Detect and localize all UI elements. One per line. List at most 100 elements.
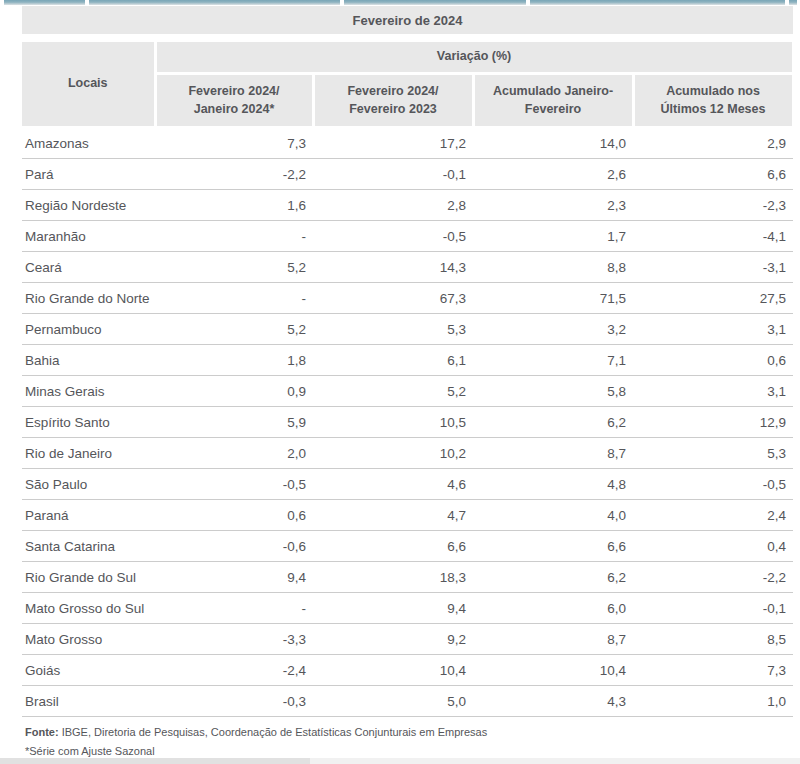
top-accent-segment [89, 0, 340, 5]
table-row: Brasil -0,3 5,0 4,3 1,0 [22, 686, 793, 717]
table-row: Amazonas 7,3 17,2 14,0 2,9 [22, 128, 793, 159]
value-cell: 2,0 [155, 438, 313, 469]
table-row: Mato Grosso -3,3 9,2 8,7 8,5 [22, 624, 793, 655]
value-cell: -0,3 [155, 686, 313, 717]
value-cell: -3,3 [155, 624, 313, 655]
value-cell: 9,4 [155, 562, 313, 593]
value-cell: 6,6 [473, 531, 633, 562]
value-cell: 9,2 [313, 624, 473, 655]
horizontal-scrollbar-track[interactable] [0, 758, 800, 764]
table-row: Espírito Santo 5,9 10,5 6,2 12,9 [22, 407, 793, 438]
value-cell: 8,5 [633, 624, 793, 655]
value-cell: 1,0 [633, 686, 793, 717]
value-cell: 4,6 [313, 469, 473, 500]
value-cell: 18,3 [313, 562, 473, 593]
value-cell: 3,2 [473, 314, 633, 345]
column-header-acumulado-jan-fev: Acumulado Janeiro- Fevereiro [473, 74, 633, 128]
value-cell: 1,6 [155, 190, 313, 221]
value-cell: 27,5 [633, 283, 793, 314]
table-row: Mato Grosso do Sul - 9,4 6,0 -0,1 [22, 593, 793, 624]
row-label: Espírito Santo [22, 407, 155, 438]
value-cell: 2,4 [633, 500, 793, 531]
value-cell: 2,9 [633, 128, 793, 159]
table-row: Rio Grande do Sul 9,4 18,3 6,2 -2,2 [22, 562, 793, 593]
value-cell: 6,0 [473, 593, 633, 624]
table-row: Santa Catarina -0,6 6,6 6,6 0,4 [22, 531, 793, 562]
header-line: Acumulado Janeiro- [493, 84, 613, 98]
horizontal-scrollbar-thumb[interactable] [0, 758, 310, 764]
value-cell: 7,3 [633, 655, 793, 686]
value-cell: 12,9 [633, 407, 793, 438]
row-label: São Paulo [22, 469, 155, 500]
value-cell: 4,0 [473, 500, 633, 531]
table-row: Minas Gerais 0,9 5,2 5,8 3,1 [22, 376, 793, 407]
value-cell: -0,6 [155, 531, 313, 562]
row-label: Goiás [22, 655, 155, 686]
value-cell: 17,2 [313, 128, 473, 159]
value-cell: 67,3 [313, 283, 473, 314]
source-text: IBGE, Diretoria de Pesquisas, Coordenaçã… [59, 726, 488, 738]
value-cell: 9,4 [313, 593, 473, 624]
value-cell: 5,2 [155, 314, 313, 345]
value-cell: 5,8 [473, 376, 633, 407]
header-line: Últimos 12 Meses [661, 102, 766, 116]
column-header-fev24-fev23: Fevereiro 2024/ Fevereiro 2023 [313, 74, 473, 128]
value-cell: 0,9 [155, 376, 313, 407]
top-accent-segment [4, 0, 85, 5]
value-cell: 14,3 [313, 252, 473, 283]
table-row: Pernambuco 5,2 5,3 3,2 3,1 [22, 314, 793, 345]
table-row: Rio de Janeiro 2,0 10,2 8,7 5,3 [22, 438, 793, 469]
value-cell: 2,6 [473, 159, 633, 190]
value-cell: -0,1 [633, 593, 793, 624]
value-cell: 0,6 [155, 500, 313, 531]
value-cell: -2,3 [633, 190, 793, 221]
value-cell: 2,3 [473, 190, 633, 221]
row-label: Rio Grande do Sul [22, 562, 155, 593]
value-cell: -2,4 [155, 655, 313, 686]
value-cell: 71,5 [473, 283, 633, 314]
table-row: São Paulo -0,5 4,6 4,8 -0,5 [22, 469, 793, 500]
row-label: Santa Catarina [22, 531, 155, 562]
value-cell: 6,2 [473, 407, 633, 438]
value-cell: 0,6 [633, 345, 793, 376]
value-cell: 3,1 [633, 376, 793, 407]
header-line: Fevereiro 2023 [349, 102, 437, 116]
table-row: Rio Grande do Norte - 67,3 71,5 27,5 [22, 283, 793, 314]
top-accent-strip [4, 0, 797, 5]
table-row: Ceará 5,2 14,3 8,8 -3,1 [22, 252, 793, 283]
value-cell: 4,8 [473, 469, 633, 500]
value-cell: 8,7 [473, 438, 633, 469]
row-label: Pernambuco [22, 314, 155, 345]
value-cell: -3,1 [633, 252, 793, 283]
value-cell: - [155, 221, 313, 252]
top-accent-segment [344, 0, 526, 5]
value-cell: -4,1 [633, 221, 793, 252]
value-cell: 6,6 [313, 531, 473, 562]
column-header-acumulado-12-meses: Acumulado nos Últimos 12 Meses [633, 74, 793, 128]
value-cell: 6,2 [473, 562, 633, 593]
row-label: Ceará [22, 252, 155, 283]
value-cell: - [155, 283, 313, 314]
top-accent-segment [530, 0, 785, 5]
value-cell: 2,8 [313, 190, 473, 221]
value-cell: 5,0 [313, 686, 473, 717]
header-line: Fevereiro 2024/ [188, 84, 279, 98]
header-line: Fevereiro 2024/ [347, 84, 438, 98]
row-label: Região Nordeste [22, 190, 155, 221]
value-cell: 0,4 [633, 531, 793, 562]
source-line: Fonte: IBGE, Diretoria de Pesquisas, Coo… [25, 726, 793, 738]
source-label: Fonte: [25, 726, 59, 738]
value-cell: 1,8 [155, 345, 313, 376]
variation-table: Locais Variação (%) Fevereiro 2024/ Jane… [22, 39, 795, 717]
table-row: Bahia 1,8 6,1 7,1 0,6 [22, 345, 793, 376]
value-cell: -0,5 [313, 221, 473, 252]
row-label: Mato Grosso do Sul [22, 593, 155, 624]
value-cell: 8,8 [473, 252, 633, 283]
table-row: Região Nordeste 1,6 2,8 2,3 -2,3 [22, 190, 793, 221]
top-accent-segment [789, 0, 797, 5]
value-cell: 1,7 [473, 221, 633, 252]
value-cell: 10,4 [313, 655, 473, 686]
row-label: Paraná [22, 500, 155, 531]
value-cell: 4,7 [313, 500, 473, 531]
value-cell: 4,3 [473, 686, 633, 717]
